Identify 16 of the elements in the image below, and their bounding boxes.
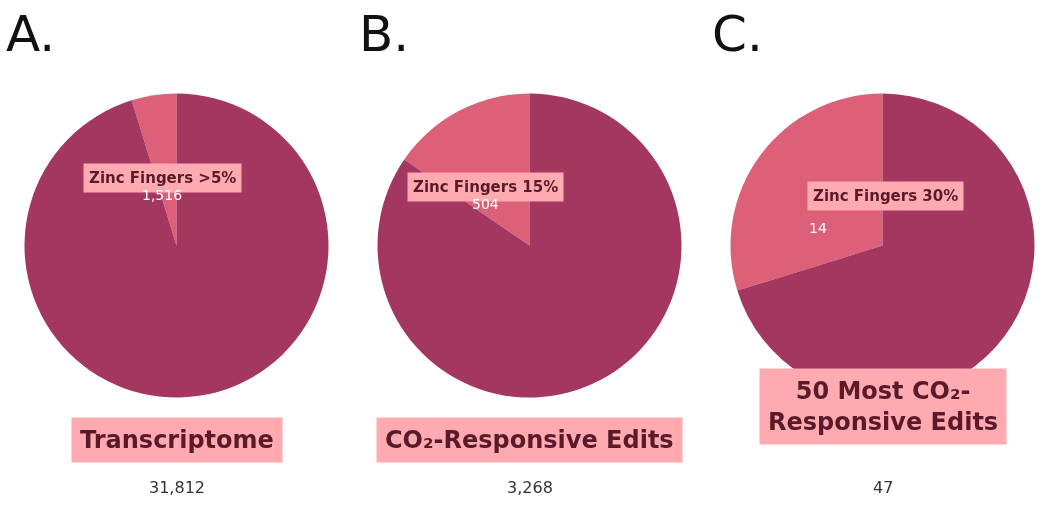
text: 3,268 bbox=[507, 478, 553, 497]
text: CO₂-Responsive Edits bbox=[385, 426, 674, 454]
text: Transcriptome bbox=[80, 426, 274, 454]
slice-label: Zinc Fingers 30% bbox=[813, 187, 959, 205]
data-label: 14 bbox=[809, 220, 827, 236]
text: C. bbox=[712, 5, 763, 63]
data-label: 1,516 bbox=[142, 187, 183, 203]
text: B. bbox=[359, 5, 410, 63]
text: 31,812 bbox=[149, 478, 205, 497]
pie-slice bbox=[24, 93, 329, 398]
data-label: 504 bbox=[472, 196, 499, 212]
text: 47 bbox=[873, 478, 894, 497]
slice-label: Zinc Fingers 15% bbox=[413, 178, 559, 196]
text: 50 Most CO₂-Responsive Edits bbox=[768, 377, 999, 437]
text: A. bbox=[6, 5, 56, 63]
slice-label: Zinc Fingers >5% bbox=[89, 169, 237, 187]
